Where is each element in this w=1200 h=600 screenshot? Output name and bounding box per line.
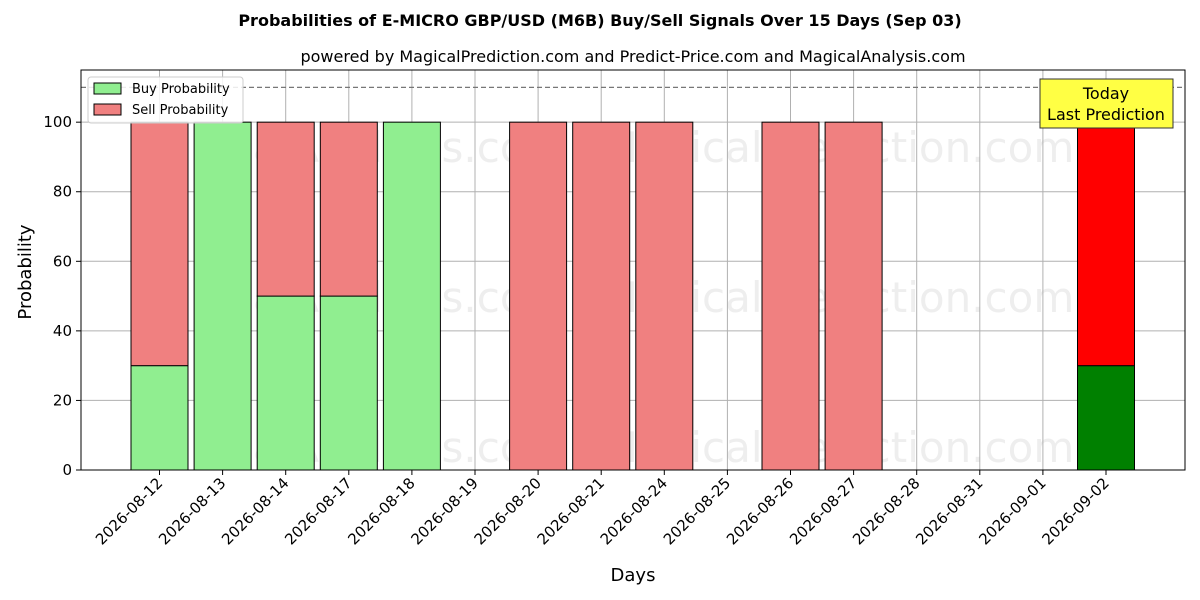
- today-label-line1: Today: [1082, 84, 1129, 103]
- x-tick-label: 2026-08-20: [471, 474, 545, 548]
- bar-sell-2026-08-21: [572, 121, 631, 471]
- bars: [130, 121, 1135, 471]
- legend-label-sell: Sell Probability: [132, 103, 229, 118]
- bar-buy-2026-08-18: [382, 121, 441, 471]
- x-tick-label: 2026-08-19: [407, 474, 481, 548]
- today-label-line2: Last Prediction: [1047, 105, 1165, 124]
- x-axis-ticks: 2026-08-122026-08-132026-08-142026-08-17…: [92, 470, 1113, 548]
- y-tick-label: 40: [53, 322, 72, 340]
- x-tick-label: 2026-08-31: [912, 474, 986, 548]
- y-tick-label: 60: [53, 252, 72, 270]
- bar-sell-2026-08-12: [130, 121, 189, 367]
- x-tick-label: 2026-08-13: [155, 474, 229, 548]
- bar-buy-2026-08-14: [256, 295, 315, 471]
- y-axis-label: Probability: [15, 224, 36, 319]
- x-tick-label: 2026-08-12: [92, 474, 166, 548]
- bar-sell-2026-08-20: [509, 121, 568, 471]
- x-tick-label: 2026-08-25: [660, 474, 734, 548]
- x-tick-label: 2026-08-17: [281, 474, 355, 548]
- chart-title: Probabilities of E-MICRO GBP/USD (M6B) B…: [238, 11, 961, 30]
- x-tick-label: 2026-08-18: [344, 474, 418, 548]
- x-tick-label: 2026-08-24: [597, 474, 671, 548]
- bar-buy-2026-08-13: [193, 121, 252, 471]
- y-tick-label: 0: [62, 461, 72, 479]
- bar-buy-2026-08-12: [130, 365, 189, 471]
- bar-sell-2026-08-24: [635, 121, 694, 471]
- x-tick-label: 2026-08-21: [534, 474, 608, 548]
- bar-buy-2026-08-17: [319, 295, 378, 471]
- legend: Buy Probability Sell Probability: [87, 76, 244, 124]
- y-tick-label: 80: [53, 183, 72, 201]
- legend-label-buy: Buy Probability: [132, 82, 230, 97]
- x-tick-label: 2026-08-27: [786, 474, 860, 548]
- y-tick-label: 100: [43, 113, 72, 131]
- chart-subtitle: powered by MagicalPrediction.com and Pre…: [300, 47, 965, 66]
- plot-frame: [80, 69, 1186, 471]
- y-tick-label: 20: [53, 391, 72, 409]
- bar-sell-2026-08-27: [824, 121, 883, 471]
- bar-sell-2026-08-17: [319, 121, 378, 297]
- legend-swatch-sell: [93, 103, 122, 116]
- x-tick-label: 2026-09-01: [975, 474, 1049, 548]
- bar-sell-2026-08-26: [761, 121, 820, 471]
- x-axis-label: Days: [611, 565, 656, 586]
- today-label-box: [1039, 78, 1174, 129]
- x-tick-label: 2026-08-28: [849, 474, 923, 548]
- bar-buy-2026-09-02: [1077, 365, 1135, 471]
- bar-sell-2026-09-02: [1077, 121, 1135, 367]
- x-tick-label: 2026-08-26: [723, 474, 797, 548]
- legend-swatch-buy: [93, 82, 122, 95]
- y-axis-ticks: 0 20 40 60 80 100: [43, 113, 81, 479]
- today-annotation: Today Last Prediction: [1039, 78, 1174, 129]
- bar-sell-2026-08-14: [256, 121, 315, 297]
- x-tick-label: 2026-09-02: [1038, 474, 1112, 548]
- x-tick-label: 2026-08-14: [218, 474, 292, 548]
- legend-box: [87, 76, 244, 124]
